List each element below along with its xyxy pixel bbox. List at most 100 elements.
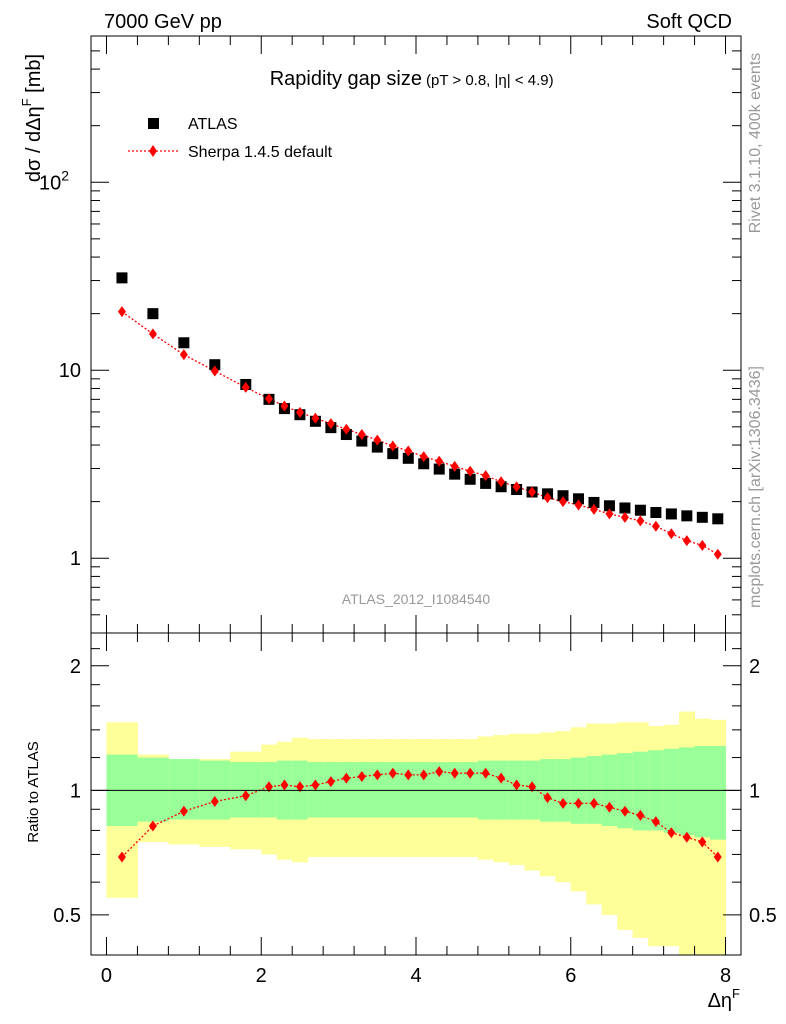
ratio-sherpa-point	[117, 851, 126, 863]
atlas-point	[650, 507, 662, 519]
ratio-sherpa-point	[357, 771, 366, 783]
ratio-sherpa-point	[497, 772, 506, 784]
ratio-sherpa-point	[210, 795, 219, 807]
legend-atlas-label: ATLAS	[188, 116, 238, 133]
sherpa-point	[589, 503, 598, 515]
plot-subtitle: (pT > 0.8, |η| < 4.9)	[426, 72, 554, 89]
sherpa-point	[435, 455, 444, 467]
y-axis-title-sup: F	[19, 98, 34, 106]
x-axis-title-sup: F	[732, 986, 740, 1001]
mcplots-label: mcplots.cern.ch [arXiv:1306.3436]	[747, 366, 764, 608]
sherpa-point	[466, 465, 475, 477]
y-tick-label: 102	[39, 167, 69, 194]
sherpa-point	[528, 486, 537, 498]
y-tick-label: 10	[59, 360, 81, 382]
uncertainty-band-inner	[338, 762, 355, 818]
main-panel: Rapidity gap size (pT > 0.8, |η| < 4.9) …	[19, 35, 742, 634]
sherpa-point	[698, 539, 707, 551]
ratio-sherpa-point	[589, 797, 598, 809]
ratio-sherpa-point	[543, 792, 552, 804]
ratio-sherpa-point	[574, 797, 583, 809]
sherpa-point	[404, 445, 413, 457]
ratio-sherpa-point	[388, 767, 397, 779]
atlas-point	[619, 502, 631, 514]
sherpa-point	[574, 499, 583, 511]
uncertainty-band-inner	[369, 762, 386, 818]
ratio-sherpa-point	[342, 772, 351, 784]
atlas-point	[356, 435, 368, 447]
sherpa-point	[481, 470, 490, 482]
sherpa-point	[512, 481, 521, 493]
ratio-y-tick-label-left: 0.5	[53, 905, 81, 927]
y-axis-title-text: dσ / dΔη	[23, 106, 45, 182]
energy-label: 7000 GeV pp	[104, 11, 222, 33]
uncertainty-band-inner	[416, 762, 432, 818]
y-axis-title-unit: [mb]	[23, 54, 45, 93]
ratio-sherpa-point	[241, 790, 250, 802]
atlas-point	[418, 458, 430, 470]
ratio-sherpa-point	[326, 776, 335, 788]
x-tick-label: 4	[410, 965, 421, 987]
uncertainty-band-inner	[632, 751, 649, 831]
sherpa-point	[559, 496, 568, 508]
atlas-point	[209, 359, 221, 371]
atlas-point	[681, 510, 693, 522]
atlas-point	[588, 496, 600, 508]
sherpa-point	[450, 460, 459, 472]
sherpa-point	[241, 381, 250, 393]
y-tick-label-base: 1	[70, 548, 81, 570]
atlas-point	[449, 468, 461, 480]
sherpa-point	[264, 393, 273, 405]
ratio-sherpa-point	[466, 767, 475, 779]
x-tick-label: 0	[101, 965, 112, 987]
ratio-sherpa-point	[636, 809, 645, 821]
ratio-sherpa-point	[605, 801, 614, 813]
uncertainty-band-inner	[323, 762, 340, 818]
atlas-point	[147, 308, 159, 320]
sherpa-point	[543, 492, 552, 504]
atlas-point	[696, 511, 708, 523]
ratio-sherpa-point	[419, 769, 428, 781]
uncertainty-band-inner	[230, 762, 262, 818]
ratio-y-tick-label-right: 1	[749, 780, 760, 802]
atlas-point	[603, 500, 615, 512]
svg-text:dσ / dΔηF [mb]: dσ / dΔηF [mb]	[19, 54, 45, 182]
atlas-point	[116, 272, 128, 284]
sherpa-point	[357, 429, 366, 441]
ratio-sherpa-point	[311, 779, 320, 791]
ratio-sherpa-point	[713, 851, 722, 863]
sherpa-point	[148, 328, 157, 340]
uncertainty-band-inner	[710, 745, 727, 840]
sherpa-point	[373, 434, 382, 446]
ratio-y-tick-label-left: 1	[70, 780, 81, 802]
sherpa-point	[497, 476, 506, 488]
atlas-point	[665, 508, 677, 520]
ratio-sherpa-point	[698, 836, 707, 848]
sherpa-point	[636, 515, 645, 527]
ratio-y-axis-title: Ratio to ATLAS	[25, 741, 42, 842]
atlas-point	[402, 452, 414, 464]
atlas-point	[557, 490, 569, 502]
ratio-sherpa-point	[481, 767, 490, 779]
sherpa-point	[280, 400, 289, 412]
plot-title: Rapidity gap size	[270, 68, 422, 90]
ratio-sherpa-point	[559, 797, 568, 809]
atlas-point	[371, 441, 383, 453]
sherpa-point	[667, 528, 676, 540]
sherpa-point	[311, 412, 320, 424]
ratio-sherpa-point	[264, 781, 273, 793]
uncertainty-band-inner	[679, 747, 696, 835]
sherpa-point	[651, 520, 660, 532]
x-tick-label: 8	[720, 965, 731, 987]
atlas-point	[634, 504, 646, 516]
uncertainty-band-inner	[446, 762, 463, 818]
y-tick-label-sup: 2	[61, 167, 69, 183]
x-tick-label: 6	[565, 965, 576, 987]
atlas-point	[464, 473, 476, 485]
sherpa-point	[179, 349, 188, 361]
sherpa-point	[210, 365, 219, 377]
ratio-y-tick-label-right: 2	[749, 656, 760, 678]
x-axis-title: ΔηF	[708, 986, 740, 1012]
ratio-sherpa-point	[295, 781, 304, 793]
